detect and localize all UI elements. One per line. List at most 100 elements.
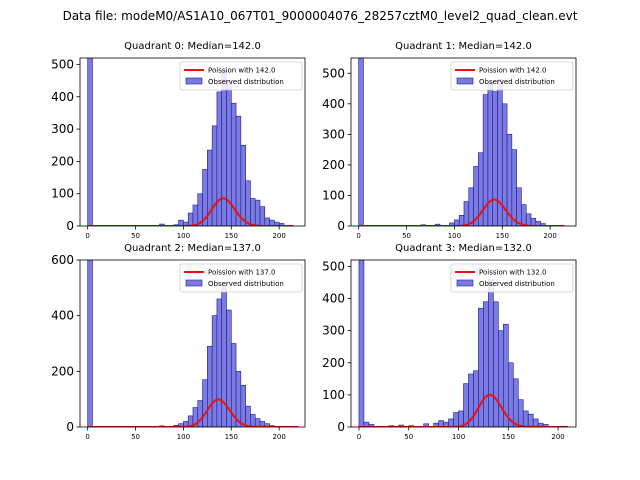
histogram-bar (207, 345, 213, 427)
histogram-bar (216, 298, 223, 427)
y-tick-label: 300 (322, 127, 345, 141)
y-tick-label: 400 (322, 97, 345, 111)
histogram-bar (493, 301, 499, 427)
legend-hist-label: Observed distribution (208, 78, 284, 86)
y-tick-label: 0 (337, 219, 345, 233)
y-tick-label: 200 (322, 356, 345, 370)
legend: Poission with 142.0 Observed distribution (179, 61, 303, 91)
y-tick-label: 100 (322, 388, 345, 402)
legend-box (179, 263, 303, 293)
y-tick-label: 200 (322, 158, 345, 172)
histogram-bar (458, 215, 465, 226)
histogram-bars (87, 260, 275, 427)
x-tick-label: 200 (272, 232, 285, 240)
histogram-bar (463, 383, 469, 427)
histogram-bar (211, 315, 218, 427)
legend-curve-label: Poission with 142.0 (479, 67, 547, 75)
x-tick-label: 0 (357, 433, 361, 441)
y-tick-label: 500 (322, 259, 345, 273)
y-tick-label: 400 (51, 90, 74, 104)
histogram-bar (448, 418, 454, 427)
x-tick-label: 50 (402, 232, 411, 240)
y-tick-label: 400 (322, 292, 345, 306)
plot-frame (350, 57, 577, 227)
x-tick-label: 150 (225, 433, 238, 441)
quadrant-2-panel: Quadrant 2: Median=137.0 0 200 400 600 0 50 100… (51, 243, 306, 441)
histogram-bar (453, 412, 459, 427)
legend-box (450, 263, 574, 293)
histogram-bar (254, 199, 261, 226)
histogram-bar (221, 70, 227, 226)
histogram-bar (540, 223, 546, 226)
y-tick-label: 300 (51, 122, 74, 136)
x-tick-label: 200 (272, 433, 285, 441)
histogram-bar (478, 307, 484, 427)
quadrant-1-title: Quadrant 1: Median=142.0 (395, 41, 532, 52)
histogram-bar (87, 58, 93, 226)
histogram-bar (211, 125, 218, 226)
histogram-bar (473, 370, 479, 427)
x-tick-label: 50 (131, 433, 140, 441)
legend: Poission with 132.0 Observed distribution (450, 263, 574, 293)
y-tick-label: 100 (322, 188, 345, 202)
histogram-bar (483, 301, 489, 427)
y-tick-label: 200 (51, 154, 74, 168)
quadrant-0-title: Quadrant 0: Median=142.0 (124, 41, 261, 52)
x-tick-label: 0 (85, 433, 89, 441)
x-tick-label: 50 (131, 232, 140, 240)
histogram-bar (522, 410, 529, 427)
legend-hist-label: Observed distribution (479, 78, 555, 86)
histogram-bar (240, 384, 246, 427)
legend-hist-label: Observed distribution (208, 280, 284, 288)
x-tick-label: 150 (496, 232, 509, 240)
legend-curve-label: Poission with 132.0 (479, 269, 547, 277)
x-tick-label: 50 (404, 433, 413, 441)
y-tick-label: 500 (322, 66, 345, 80)
x-tick-label: 100 (177, 433, 190, 441)
histogram-bar (202, 379, 208, 427)
x-tick-label: 200 (543, 232, 556, 240)
histogram-bar (278, 223, 285, 226)
x-tick-label: 150 (502, 433, 515, 441)
legend: Poission with 142.0 Observed distribution (450, 61, 574, 91)
legend-hist-swatch (185, 279, 203, 287)
histogram-bar (525, 213, 532, 226)
histogram-bar (259, 206, 266, 226)
histogram-bar (358, 58, 364, 226)
histogram-bar (468, 187, 474, 226)
legend-hist-swatch (185, 77, 203, 85)
histogram-bar (521, 204, 527, 226)
legend-curve-label: Poission with 142.0 (208, 67, 276, 75)
histogram-bar (250, 414, 256, 427)
plot-frame (79, 57, 306, 227)
histogram-bar (498, 330, 504, 427)
x-tick-label: 150 (225, 232, 238, 240)
x-tick-label: 0 (85, 232, 89, 240)
y-tick-label: 0 (66, 219, 74, 233)
quadrant-0-panel: Quadrant 0: Median=142.00100200300400500… (51, 41, 306, 240)
histogram-bar (463, 201, 470, 226)
histogram-bar (245, 405, 251, 427)
histogram-bar (240, 144, 246, 226)
histogram-bar (87, 260, 93, 427)
quadrant-3-panel: Quadrant 3: Median=132.00100200300400500… (322, 243, 577, 441)
quadrant-3-title: Quadrant 3: Median=132.0 (395, 243, 532, 254)
x-tick-label: 100 (448, 232, 461, 240)
histogram-bar (516, 187, 522, 226)
y-tick-label: 0 (66, 420, 74, 434)
histogram-bar (532, 418, 539, 427)
quadrant-1-panel: Quadrant 1: Median=142.00100200300400500… (322, 41, 577, 240)
histogram-bar (488, 278, 494, 427)
legend: Poission with 137.0 Observed distribution (179, 263, 303, 293)
histogram-bar (487, 82, 494, 226)
histogram-bar (512, 378, 519, 427)
histogram-bar (527, 413, 534, 427)
histogram-bar (517, 399, 524, 427)
x-tick-label: 0 (356, 232, 360, 240)
histogram-bar (187, 212, 194, 226)
x-tick-label: 100 (452, 433, 465, 441)
y-tick-label: 500 (51, 57, 74, 71)
histogram-bar (250, 198, 256, 226)
y-tick-label: 100 (51, 187, 74, 201)
